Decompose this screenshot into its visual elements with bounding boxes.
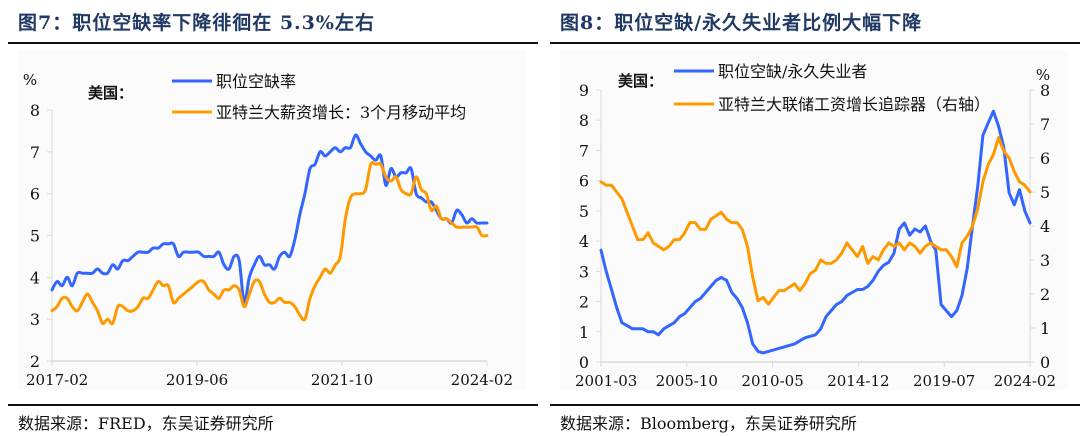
y-tick-label: 3 [30, 310, 40, 329]
x-tick-label: 2024-02 [451, 371, 513, 389]
y-right-tick-label: 4 [1040, 217, 1050, 236]
region-label: 美国： [88, 84, 133, 102]
y-right-tick-label: 0 [1040, 353, 1050, 372]
legend-label-1: 职位空缺率 [216, 72, 296, 91]
y-tick-label: 9 [579, 81, 589, 100]
y-tick-label: 2 [579, 293, 589, 312]
figure-title: 图8：职位空缺/永久失业者比例大幅下降 [560, 12, 923, 34]
legend-label-2: 亚特兰大联储工资增长追踪器（右轴） [718, 95, 990, 114]
x-tick-label: 2017-02 [26, 371, 88, 389]
figure-8-panel: 图8：职位空缺/永久失业者比例大幅下降 0 1 2 3 4 5 6 7 8 9 0 1 2 3 4 5 6 7 8%… [550, 0, 1080, 436]
data-source: 数据来源：Bloomberg，东吴证券研究所 [560, 414, 857, 433]
y-tick-label: 8 [579, 111, 589, 130]
y-tick-label: 3 [579, 262, 589, 281]
region-label: 美国： [618, 72, 663, 90]
x-tick-label: 2019-07 [913, 372, 975, 390]
title-divider [550, 42, 1080, 44]
y-tick-label: 5 [579, 202, 589, 221]
y-tick-label: 1 [579, 323, 589, 342]
vacancy-rate-chart: 2 3 4 5 6 7 8% 2017-02 2019-06 2021-10 2024-02 职位空缺… [23, 71, 513, 389]
y-axis-right-unit-label: % [1036, 66, 1050, 84]
y-right-tick-label: 6 [1040, 149, 1050, 168]
figure-title: 图7：职位空缺率下降徘徊在 5.3%左右 [18, 12, 375, 34]
x-tick-label: 2014-12 [827, 372, 889, 390]
y-right-tick-label: 1 [1040, 319, 1050, 338]
y-tick-label: 0 [579, 353, 589, 372]
series-line-1 [599, 109, 1032, 355]
y-right-tick-label: 7 [1040, 115, 1050, 134]
y-tick-label: 6 [579, 172, 589, 191]
y-axis-unit-label: % [23, 71, 37, 89]
x-tick-label: 2010-05 [741, 372, 803, 390]
series-line-2 [599, 136, 1032, 306]
x-tick-label: 2001-03 [575, 372, 637, 390]
data-source: 数据来源：FRED，东吴证券研究所 [18, 414, 274, 433]
y-right-tick-label: 3 [1040, 251, 1050, 270]
figure-7-panel: 图7：职位空缺率下降徘徊在 5.3%左右 2 3 4 5 6 7 8% 2017-02 2019… [8, 0, 538, 436]
y-tick-label: 4 [579, 232, 589, 251]
y-tick-label: 2 [30, 352, 40, 371]
x-tick-label: 2021-10 [311, 371, 373, 389]
y-right-tick-label: 8 [1040, 81, 1050, 100]
y-tick-label: 8 [30, 101, 40, 120]
y-tick-label: 7 [30, 143, 40, 162]
y-tick-label: 4 [30, 268, 40, 287]
y-tick-label: 7 [579, 141, 589, 160]
series-line-1 [50, 133, 489, 304]
x-tick-label: 2005-10 [656, 372, 718, 390]
source-divider [550, 404, 1080, 406]
legend-label-2: 亚特兰大薪资增长：3个月移动平均 [216, 103, 466, 122]
x-tick-label: 2024-02 [994, 372, 1056, 390]
vacancy-to-unemployed-chart: 0 1 2 3 4 5 6 7 8 9 0 1 2 3 4 5 6 7 8% 2001-03 2005-10 2010-0… [575, 62, 1056, 390]
x-tick-label: 2019-06 [166, 371, 228, 389]
chart-area-background [560, 50, 1068, 390]
source-divider [8, 404, 538, 406]
title-divider [8, 42, 538, 44]
y-right-tick-label: 2 [1040, 285, 1050, 304]
legend-label-1: 职位空缺/永久失业者 [718, 62, 867, 81]
y-right-tick-label: 5 [1040, 183, 1050, 202]
y-tick-label: 5 [30, 227, 40, 246]
series-line-2 [50, 161, 489, 326]
y-tick-label: 6 [30, 185, 40, 204]
